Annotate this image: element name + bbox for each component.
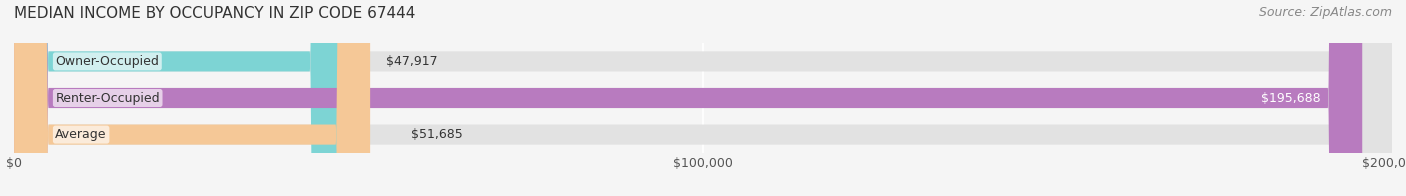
FancyBboxPatch shape — [14, 0, 1392, 196]
FancyBboxPatch shape — [14, 0, 1392, 196]
FancyBboxPatch shape — [14, 0, 1392, 196]
Text: Average: Average — [55, 128, 107, 141]
Text: $47,917: $47,917 — [385, 55, 437, 68]
Text: $51,685: $51,685 — [412, 128, 463, 141]
FancyBboxPatch shape — [14, 0, 1362, 196]
Text: Renter-Occupied: Renter-Occupied — [55, 92, 160, 104]
Text: Owner-Occupied: Owner-Occupied — [55, 55, 159, 68]
Text: Source: ZipAtlas.com: Source: ZipAtlas.com — [1258, 6, 1392, 19]
FancyBboxPatch shape — [14, 0, 370, 196]
FancyBboxPatch shape — [14, 0, 344, 196]
Text: $195,688: $195,688 — [1261, 92, 1320, 104]
Text: MEDIAN INCOME BY OCCUPANCY IN ZIP CODE 67444: MEDIAN INCOME BY OCCUPANCY IN ZIP CODE 6… — [14, 6, 415, 21]
